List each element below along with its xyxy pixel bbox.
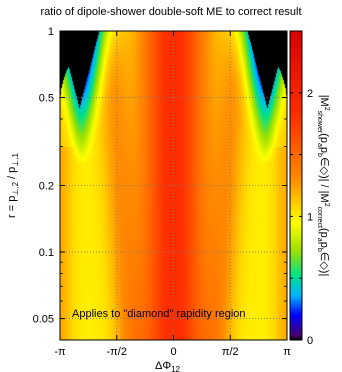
x-tick-label: π: [283, 346, 291, 358]
x-tick-label: -π: [54, 346, 66, 358]
colorbar-tick-label: 1: [307, 211, 313, 223]
y-tick-label: 0.5: [39, 93, 54, 105]
colorbar: [289, 30, 303, 341]
colorbar-tick-label: 0: [307, 335, 313, 347]
y-axis-label: r = p⊥,2 / p⊥,1: [6, 152, 20, 217]
region-annotation: Applies to "diamond" rapidity region: [72, 308, 246, 320]
chart-title: ratio of dipole-shower double-soft ME to…: [40, 6, 302, 18]
x-tick-label: -π/2: [107, 346, 127, 358]
x-tick-label: 0: [170, 346, 176, 358]
y-tick-label: 0.1: [39, 247, 54, 259]
x-axis-label: ΔΦ12: [155, 360, 181, 372]
colorbar-label: |M2shower(papb∈◇)| / |M2correct(papb∈◇)|: [316, 95, 330, 277]
y-tick-label: 1: [48, 26, 54, 38]
y-tick-label: 0.05: [33, 314, 54, 326]
x-tick-label: π/2: [222, 346, 239, 358]
colorbar-tick-label: 2: [307, 88, 313, 100]
y-tick-label: 0.2: [39, 181, 54, 193]
